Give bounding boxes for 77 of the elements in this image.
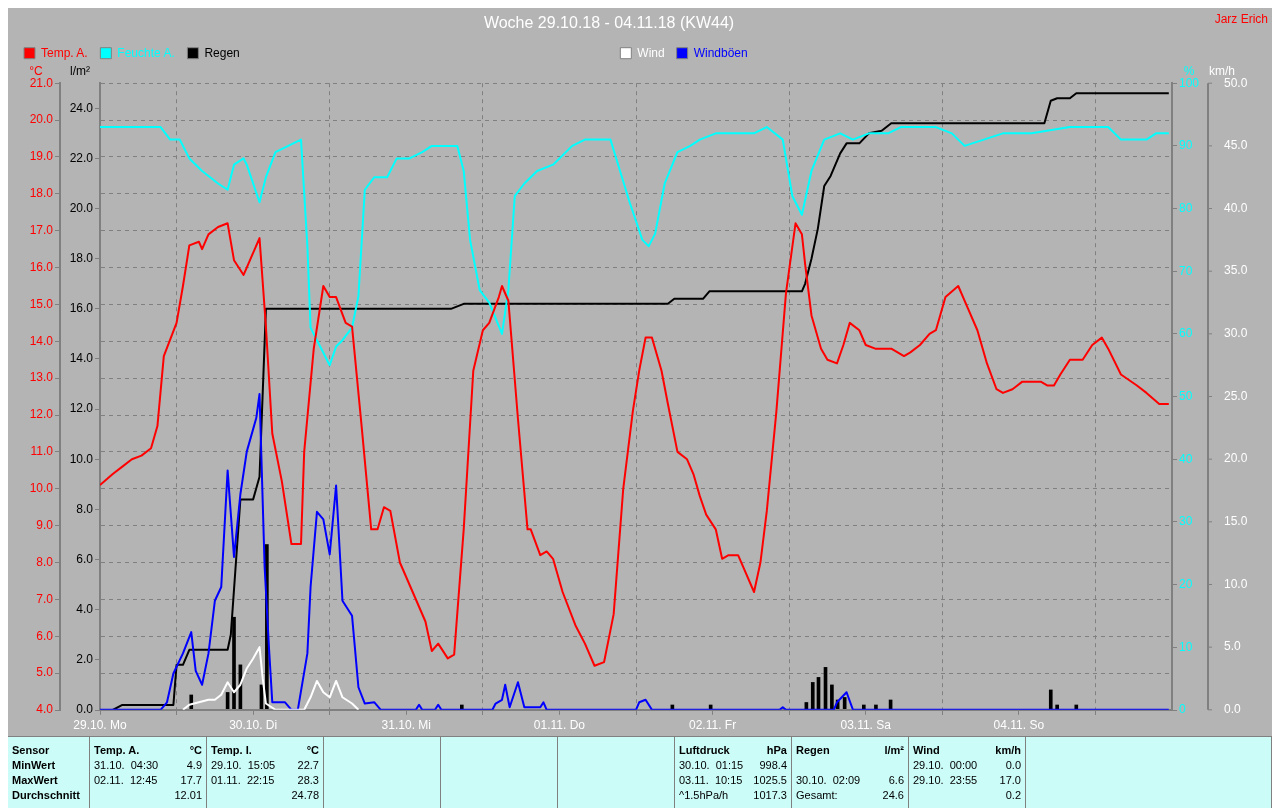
y2-tick-label: 24.0 bbox=[69, 100, 94, 115]
legend-label: Windböen bbox=[693, 45, 748, 60]
y-tick-label: 21.0 bbox=[29, 75, 54, 90]
legend-label: Wind bbox=[637, 45, 665, 60]
y-tick-label: 19.0 bbox=[29, 149, 54, 164]
y-tick-label: 15.0 bbox=[1224, 514, 1248, 529]
y3-tick-label: 40 bbox=[1179, 451, 1193, 466]
y-tick-label: 9.0 bbox=[36, 517, 54, 532]
y-axis-title: °C bbox=[29, 63, 44, 78]
y3-tick-label: 50 bbox=[1179, 388, 1193, 403]
y3-tick-label: 70 bbox=[1179, 263, 1193, 278]
y-tick-label: 11.0 bbox=[30, 444, 54, 459]
y3-tick-label: 10 bbox=[1179, 639, 1193, 654]
x-tick-label: 01.11. Do bbox=[533, 717, 586, 732]
y-tick-label: 10.0 bbox=[1224, 576, 1248, 591]
text: Jarz Erich bbox=[1214, 12, 1268, 27]
y-tick-label: 13.0 bbox=[29, 370, 54, 385]
y3-tick-label: 90 bbox=[1179, 138, 1193, 153]
text: Luftdruck hPa 30.10. 01:15 998.4 03.11. 10:15 1025.5 ^1.5hPa/h 1017.3 bbox=[679, 744, 787, 801]
x-tick-label: 29.10. Mo bbox=[73, 717, 128, 732]
y2-tick-label: 18.0 bbox=[69, 251, 94, 266]
y2-tick-label: 12.0 bbox=[69, 401, 94, 416]
y2-tick-label: 22.0 bbox=[69, 150, 94, 165]
text: Temp. I. °C 29.10. 15:05 22.7 01.11. 22:15 28.3 24.78 bbox=[211, 744, 319, 801]
y3-tick-label: 20 bbox=[1179, 576, 1193, 591]
y-tick-label: 20.0 bbox=[29, 112, 54, 127]
chart-title: Woche 29.10.18 - 04.11.18 (KW44) bbox=[483, 14, 735, 32]
y2-tick-label: 16.0 bbox=[69, 301, 94, 316]
y2-tick-label: 14.0 bbox=[69, 351, 94, 366]
y-tick-label: 4.0 bbox=[36, 702, 54, 717]
text: Regen l/m² 30.10. 02:09 6.6 Gesamt: 24.6 bbox=[796, 744, 904, 801]
y2-tick-label: 20.0 bbox=[69, 200, 94, 215]
y-tick-label: 7.0 bbox=[36, 591, 54, 606]
y-tick-label: 8.0 bbox=[36, 554, 54, 569]
x-tick-label: 30.10. Di bbox=[229, 717, 278, 732]
y-tick-label: 0.0 bbox=[1224, 702, 1242, 717]
x-tick-label: 03.11. Sa bbox=[840, 717, 892, 732]
y-tick-label: 16.0 bbox=[29, 259, 54, 274]
y2-tick-label: 6.0 bbox=[76, 551, 94, 566]
y3-axis-title: % bbox=[1183, 63, 1195, 78]
y-tick-label: 18.0 bbox=[29, 186, 54, 201]
x-tick-label: 31.10. Mi bbox=[381, 717, 431, 732]
y-axis-title: km/h bbox=[1208, 63, 1236, 78]
text: Wind km/h 29.10. 00:00 0.0 29.10. 23:55 17.0 0.2 bbox=[913, 744, 1021, 801]
legend-label: Temp. A. bbox=[41, 45, 88, 60]
text: Sensor MinWert MaxWert Durchschnitt bbox=[12, 743, 80, 803]
y3-tick-label: 100 bbox=[1179, 75, 1200, 90]
y-tick-label: 30.0 bbox=[1224, 326, 1248, 341]
x-tick-label: 04.11. So bbox=[993, 717, 1045, 732]
y-tick-label: 12.0 bbox=[29, 407, 54, 422]
y3-tick-label: 30 bbox=[1179, 514, 1193, 529]
y-tick-label: 5.0 bbox=[1224, 639, 1242, 654]
y2-tick-label: 2.0 bbox=[76, 652, 94, 667]
y-tick-label: 15.0 bbox=[29, 296, 54, 311]
legend-label: Regen bbox=[204, 45, 240, 60]
legend-label: Feuchte A. bbox=[117, 45, 175, 60]
y2-tick-label: 0.0 bbox=[76, 702, 94, 717]
y3-tick-label: 80 bbox=[1179, 200, 1193, 215]
y-tick-label: 35.0 bbox=[1224, 263, 1248, 278]
y-tick-label: 20.0 bbox=[1224, 451, 1248, 466]
y-tick-label: 17.0 bbox=[29, 222, 54, 237]
y-tick-label: 45.0 bbox=[1224, 138, 1248, 153]
y3-tick-label: 60 bbox=[1179, 326, 1193, 341]
y2-tick-label: 4.0 bbox=[76, 602, 94, 617]
y2-tick-label: 8.0 bbox=[76, 501, 94, 516]
y2-axis-title: l/m² bbox=[70, 63, 90, 78]
y-tick-label: 5.0 bbox=[36, 665, 54, 680]
x-tick-label: 02.11. Fr bbox=[689, 717, 737, 732]
y-tick-label: 6.0 bbox=[36, 628, 54, 643]
y-tick-label: 14.0 bbox=[29, 333, 54, 348]
y2-tick-label: 10.0 bbox=[69, 451, 94, 466]
y-tick-label: 50.0 bbox=[1224, 75, 1248, 90]
text: Temp. A. °C 31.10. 04:30 4.9 02.11. 12:45 17.7 12.01 bbox=[94, 744, 202, 801]
y-tick-label: 10.0 bbox=[29, 481, 54, 496]
y-tick-label: 40.0 bbox=[1224, 200, 1248, 215]
y-tick-label: 25.0 bbox=[1224, 388, 1248, 403]
y3-tick-label: 0 bbox=[1179, 702, 1186, 717]
